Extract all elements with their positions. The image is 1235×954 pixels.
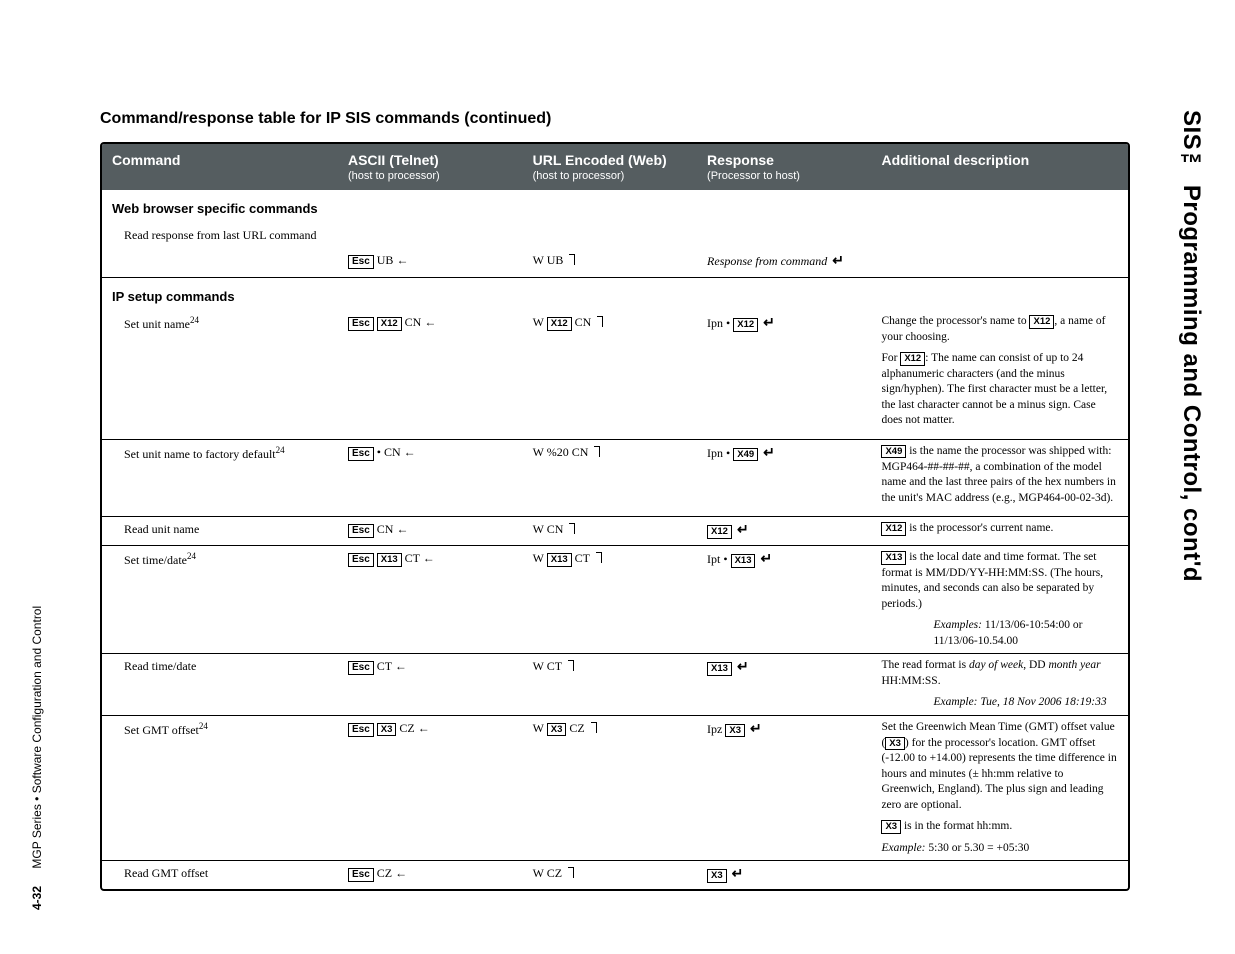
table-row: Read time/date Esc CT ← W CT X13 The rea… [102, 654, 1128, 716]
page-footer-text: MGP Series • Software Configuration and … [30, 606, 44, 869]
cmd-cell: Read GMT offset [102, 861, 338, 890]
cmd-cell: Read time/date [102, 654, 338, 716]
table-row: Set time/date24 Esc X13 CT ← W X13 CT Ip… [102, 546, 1128, 654]
content-area: Command/response table for IP SIS comman… [100, 110, 1130, 891]
col-ascii: ASCII (Telnet)(host to processor) [338, 144, 523, 190]
cmd-cell: Set unit name24 [102, 310, 338, 439]
ascii-cell: Esc UB ← [338, 248, 523, 277]
table-row: Esc UB ← W UB Response from command [102, 248, 1128, 277]
cmd-cell: Set time/date24 [102, 546, 338, 654]
table-row: Read GMT offset Esc CZ ← W CZ X3 [102, 861, 1128, 890]
cmd-cell: Set GMT offset24 [102, 715, 338, 860]
desc-cell: X49 is the name the processor was shippe… [871, 439, 1128, 516]
ascii-cell: Esc CZ ← [338, 861, 523, 890]
table-row: Set GMT offset24 Esc X3 CZ ← W X3 CZ Ipz… [102, 715, 1128, 860]
desc-cell: X12 is the processor's current name. [871, 517, 1128, 546]
response-cell: X3 [697, 861, 871, 890]
table-title: Command/response table for IP SIS comman… [100, 110, 1130, 128]
table-body: Web browser specific commands Read respo… [102, 190, 1128, 889]
command-table: Command ASCII (Telnet)(host to processor… [100, 142, 1130, 891]
col-description: Additional description [871, 144, 1128, 190]
col-command: Command [102, 144, 338, 190]
url-cell: W X12 CN [523, 310, 697, 439]
ascii-cell: Esc X12 CN ← [338, 310, 523, 439]
page-number-rail: 4-32 MGP Series • Software Configuration… [30, 110, 50, 910]
cmd-cell: Read response from last URL command [102, 223, 338, 248]
ascii-cell: Esc X3 CZ ← [338, 715, 523, 860]
table-header: Command ASCII (Telnet)(host to processor… [102, 144, 1128, 190]
url-cell: W CT [523, 654, 697, 716]
section-web: Web browser specific commands [102, 190, 1128, 223]
url-cell: W UB [523, 248, 697, 277]
section-ip: IP setup commands [102, 277, 1128, 310]
url-cell: W X13 CT [523, 546, 697, 654]
col-response: Response(Processor to host) [697, 144, 871, 190]
url-cell: W CN [523, 517, 697, 546]
page-number: 4-32 [30, 886, 44, 910]
response-cell: Response from command [697, 248, 871, 277]
response-cell: Ipn • X49 [697, 439, 871, 516]
response-cell: Ipt • X13 [697, 546, 871, 654]
response-cell: X12 [697, 517, 871, 546]
url-cell: W %20 CN [523, 439, 697, 516]
response-cell: Ipn • X12 [697, 310, 871, 439]
chapter-title: SIS™ Programming and Control, cont'd [1171, 110, 1205, 910]
ascii-cell: Esc CN ← [338, 517, 523, 546]
response-cell: X13 [697, 654, 871, 716]
desc-cell: X13 is the local date and time format. T… [871, 546, 1128, 654]
url-cell: W CZ [523, 861, 697, 890]
url-cell: W X3 CZ [523, 715, 697, 860]
ascii-cell: Esc CT ← [338, 654, 523, 716]
table-row: Read response from last URL command [102, 223, 1128, 248]
ascii-cell: Esc X13 CT ← [338, 546, 523, 654]
col-url: URL Encoded (Web)(host to processor) [523, 144, 697, 190]
desc-cell: Change the processor's name to X12, a na… [871, 310, 1128, 439]
ascii-cell: Esc • CN ← [338, 439, 523, 516]
cmd-cell: Read unit name [102, 517, 338, 546]
table-row: Set unit name to factory default24 Esc •… [102, 439, 1128, 516]
page: 4-32 MGP Series • Software Configuration… [0, 0, 1235, 954]
response-cell: Ipz X3 [697, 715, 871, 860]
desc-cell: The read format is day of week, DD month… [871, 654, 1128, 716]
desc-cell: Set the Greenwich Mean Time (GMT) offset… [871, 715, 1128, 860]
cmd-cell: Set unit name to factory default24 [102, 439, 338, 516]
table-row: Read unit name Esc CN ← W CN X12 X12 is … [102, 517, 1128, 546]
table-row: Set unit name24 Esc X12 CN ← W X12 CN Ip… [102, 310, 1128, 439]
